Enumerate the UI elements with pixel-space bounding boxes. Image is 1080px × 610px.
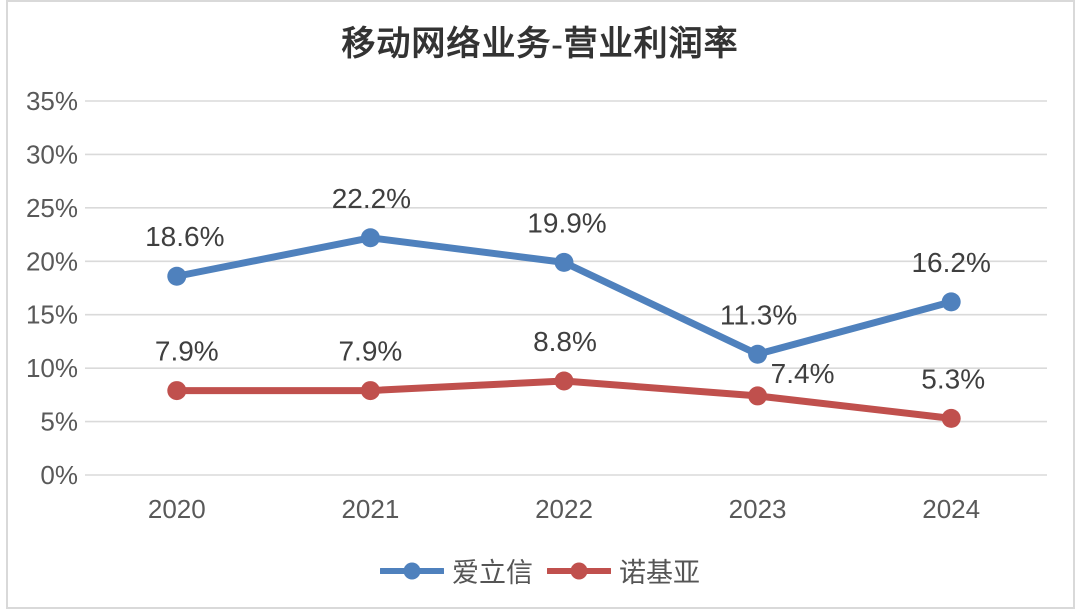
data-label: 11.3% <box>720 299 797 330</box>
data-label: 19.9% <box>527 207 606 238</box>
series-0-point-2021[interactable] <box>360 228 380 248</box>
y-tick-label: 5% <box>40 407 78 437</box>
x-tick-label: 2023 <box>729 494 787 524</box>
y-tick-label: 25% <box>26 193 78 223</box>
series-0-point-2020[interactable] <box>167 266 187 286</box>
x-tick-label: 2021 <box>341 494 399 524</box>
x-axis-tick-labels: 2020 2021 2022 2023 2024 <box>148 494 980 524</box>
nokia-line-marker-icon <box>547 562 611 579</box>
data-label: 7.9% <box>338 336 402 367</box>
data-label: 22.2% <box>332 183 411 214</box>
series-0-point-2022[interactable] <box>554 252 574 272</box>
y-tick-label: 20% <box>26 246 78 276</box>
series-0-data-labels: 18.6% 22.2% 19.9% 11.3% 16.2% <box>145 183 991 330</box>
series-1-point-2022[interactable] <box>554 371 574 391</box>
data-label: 7.9% <box>155 336 219 367</box>
legend-label-ericsson: 爱立信 <box>452 558 533 588</box>
chart-legend: 爱立信 诺基亚 <box>0 551 1080 590</box>
series-0-point-2024[interactable] <box>941 292 961 312</box>
series-1-point-2023[interactable] <box>748 386 768 406</box>
series-1-data-labels: 7.9% 7.9% 8.8% 7.4% 5.3% <box>155 326 985 394</box>
y-axis-tick-labels: 0% 5% 10% 15% 20% 25% 30% 35% <box>26 86 78 490</box>
data-label: 18.6% <box>145 221 224 252</box>
y-tick-label: 35% <box>26 86 78 116</box>
series-0-point-2023[interactable] <box>748 344 768 364</box>
y-tick-label: 15% <box>26 300 78 330</box>
gridlines <box>85 100 1047 476</box>
data-label: 5.3% <box>921 363 985 394</box>
series-1-point-2020[interactable] <box>167 381 187 401</box>
x-tick-label: 2022 <box>535 494 593 524</box>
legend-label-nokia: 诺基亚 <box>619 558 700 588</box>
data-label: 8.8% <box>533 326 597 357</box>
ericsson-line-marker-icon <box>380 562 444 579</box>
legend-item-nokia[interactable]: 诺基亚 <box>547 551 700 590</box>
x-tick-label: 2020 <box>148 494 206 524</box>
y-tick-label: 10% <box>26 353 78 383</box>
series-1-point-2024[interactable] <box>941 408 961 428</box>
x-tick-label: 2024 <box>922 494 980 524</box>
series-1-line[interactable] <box>167 371 961 428</box>
data-label: 16.2% <box>911 247 990 278</box>
chart-title: 移动网络业务-营业利润率 <box>341 26 739 63</box>
series-0-line[interactable] <box>167 228 961 364</box>
data-label: 7.4% <box>771 358 835 389</box>
legend-item-ericsson[interactable]: 爱立信 <box>380 551 533 590</box>
y-tick-label: 30% <box>26 139 78 169</box>
series-1-point-2021[interactable] <box>360 381 380 401</box>
y-tick-label: 0% <box>40 460 78 490</box>
